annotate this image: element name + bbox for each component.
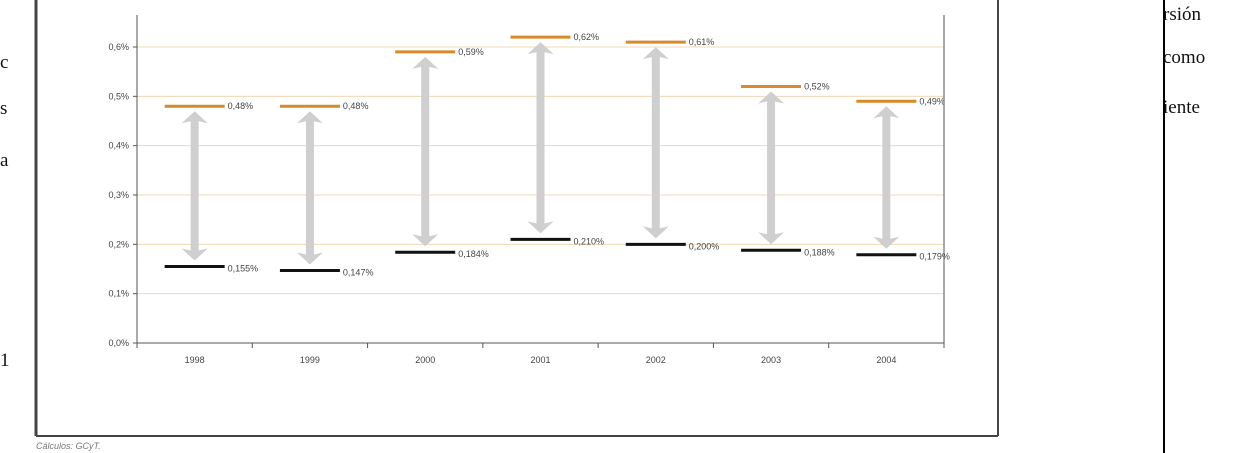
lower-data-label: 0,179% [919, 252, 950, 262]
y-tick-label: 0,4% [108, 141, 129, 151]
range-arrow [873, 106, 900, 249]
left-margin-text-2: s [0, 98, 8, 119]
lower-data-label: 0,155% [228, 264, 259, 274]
left-margin-text-4: 1 [0, 350, 10, 371]
x-tick-label: 2002 [646, 355, 666, 365]
lower-data-label: 0,147% [343, 267, 374, 277]
source-note: Cálculos: GCyT. [36, 441, 101, 451]
range-arrow [642, 47, 669, 239]
x-tick-label: 2004 [876, 355, 896, 365]
upper-data-label: 0,48% [228, 101, 254, 111]
x-tick-label: 2000 [415, 355, 435, 365]
upper-data-label: 0,62% [574, 32, 600, 42]
axes: 0,0% 0,1% 0,2% 0,3% 0,4% 0,5% 0,6% 1998 1999 2000… [108, 15, 945, 365]
x-tick-label: 1999 [300, 355, 320, 365]
upper-data-label: 0,59% [458, 47, 484, 57]
y-tick-label: 0,1% [108, 289, 129, 299]
upper-data-label: 0,52% [804, 81, 830, 91]
x-tick-label: 2003 [761, 355, 781, 365]
y-tick-label: 0,0% [108, 338, 129, 348]
right-margin-text-2: como [1163, 47, 1206, 68]
lower-data-label: 0,210% [574, 236, 605, 246]
x-tick-label: 2001 [530, 355, 550, 365]
lower-data-label: 0,200% [689, 241, 720, 251]
y-tick-label: 0,3% [108, 190, 129, 200]
chart-frame [34, 0, 999, 437]
lower-data-label: 0,188% [804, 247, 835, 257]
range-arrow [181, 111, 208, 261]
range-arrow [527, 42, 554, 234]
range-markers: 0,48% 0,155% 0,48% 0,147% 0,59% 0,184% 0,62% 0,… [164, 32, 950, 277]
range-arrow [296, 111, 323, 265]
upper-data-label: 0,48% [343, 101, 369, 111]
right-margin-text-3: iente [1163, 97, 1200, 118]
y-tick-label: 0,6% [108, 42, 129, 52]
range-arrows [181, 42, 900, 265]
x-tick-label: 1998 [185, 355, 205, 365]
upper-data-label: 0,49% [919, 96, 945, 106]
range-arrow [758, 91, 785, 245]
left-margin-text-1: c [0, 52, 9, 73]
range-arrow [412, 56, 439, 247]
y-tick-label: 0,5% [108, 91, 129, 101]
lower-data-label: 0,184% [458, 249, 489, 259]
upper-data-label: 0,61% [689, 37, 715, 47]
left-margin-text-3: a [0, 150, 9, 171]
right-margin-text-1: rsión [1163, 4, 1201, 25]
y-tick-label: 0,2% [108, 239, 129, 249]
